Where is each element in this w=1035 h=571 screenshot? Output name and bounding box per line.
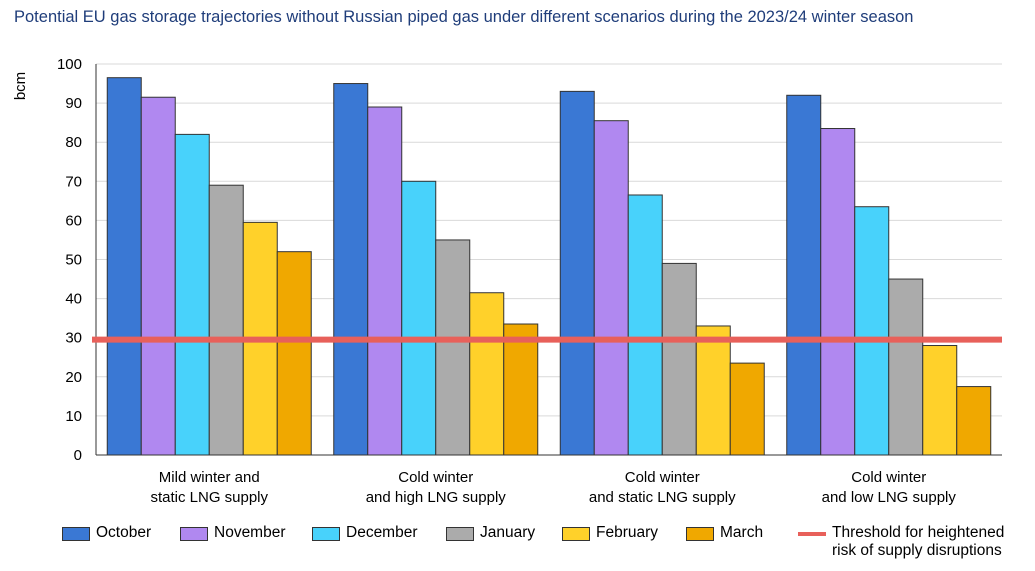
y-tick-label: 90 — [65, 95, 82, 112]
legend-item-january: January — [446, 524, 535, 542]
bar-october — [106, 77, 142, 456]
y-tick-label: 30 — [65, 330, 82, 347]
legend-label: January — [480, 524, 536, 541]
bar-january — [208, 184, 244, 456]
legend-label: November — [214, 524, 286, 541]
legend-item-threshold: Threshold for heightened risk of supply … — [798, 524, 1004, 560]
legend-swatch — [180, 527, 208, 541]
bar-october — [559, 90, 595, 456]
legend-label: Threshold for heightened risk of supply … — [832, 524, 1005, 559]
y-tick-label: 10 — [65, 408, 82, 425]
bar-january — [661, 262, 697, 456]
bar-november — [820, 128, 856, 456]
legend-swatch — [562, 527, 590, 541]
legend-line — [798, 532, 826, 536]
x-tick-label: Cold winter — [398, 469, 473, 486]
legend-item-december: December — [312, 524, 418, 542]
x-tick-label: and low LNG supply — [822, 489, 957, 506]
y-tick-label: 70 — [65, 173, 82, 190]
x-tick-label: and static LNG supply — [589, 489, 736, 506]
legend-swatch — [686, 527, 714, 541]
legend-swatch — [62, 527, 90, 541]
bar-october — [333, 83, 369, 456]
bar-january — [435, 239, 471, 456]
bar-march — [503, 323, 539, 456]
x-tick-label: Cold winter — [851, 469, 926, 486]
x-tick-label: static LNG supply — [150, 489, 268, 506]
bar-february — [469, 292, 505, 456]
bar-chart: 0 10 20 30 40 50 60 70 80 90 100 bcm Mild winter and… — [12, 56, 1002, 506]
bar-march — [956, 386, 992, 456]
chart-title: Potential EU gas storage trajectories wi… — [14, 8, 914, 26]
bar-december — [401, 180, 437, 456]
y-tick-label: 50 — [65, 252, 82, 269]
bar-december — [854, 206, 890, 456]
y-tick-label: 20 — [65, 369, 82, 386]
legend-item-march: March — [686, 524, 763, 542]
legend-swatch — [446, 527, 474, 541]
bar-november — [140, 96, 176, 456]
y-tick-label: 60 — [65, 212, 82, 229]
x-tick-label: and high LNG supply — [366, 489, 507, 506]
y-tick-label: 80 — [65, 134, 82, 151]
legend-swatch — [312, 527, 340, 541]
y-tick-label: 100 — [57, 56, 82, 73]
x-tick-label: Mild winter and — [159, 469, 260, 486]
x-tick-label: Cold winter — [625, 469, 700, 486]
bar-february — [695, 325, 731, 456]
bar-january — [888, 278, 924, 456]
legend-label: February — [596, 524, 659, 541]
legend-item-november: November — [180, 524, 286, 542]
bar-february — [922, 345, 958, 456]
bar-december — [174, 133, 210, 456]
y-tick-label: 40 — [65, 291, 82, 308]
legend-item-february: February — [562, 524, 658, 542]
legend: October November December January February Ma… — [62, 524, 1022, 568]
legend-label: March — [720, 524, 764, 541]
bar-october — [786, 94, 822, 456]
bar-march — [276, 251, 312, 456]
bar-december — [627, 194, 663, 456]
bar-november — [367, 106, 403, 456]
y-axis-label: bcm — [12, 72, 29, 100]
bar-march — [729, 362, 765, 456]
y-tick-label: 0 — [74, 447, 82, 464]
legend-item-october: October — [62, 524, 151, 542]
legend-label: October — [96, 524, 152, 541]
legend-label: December — [346, 524, 418, 541]
bar-november — [593, 120, 629, 456]
